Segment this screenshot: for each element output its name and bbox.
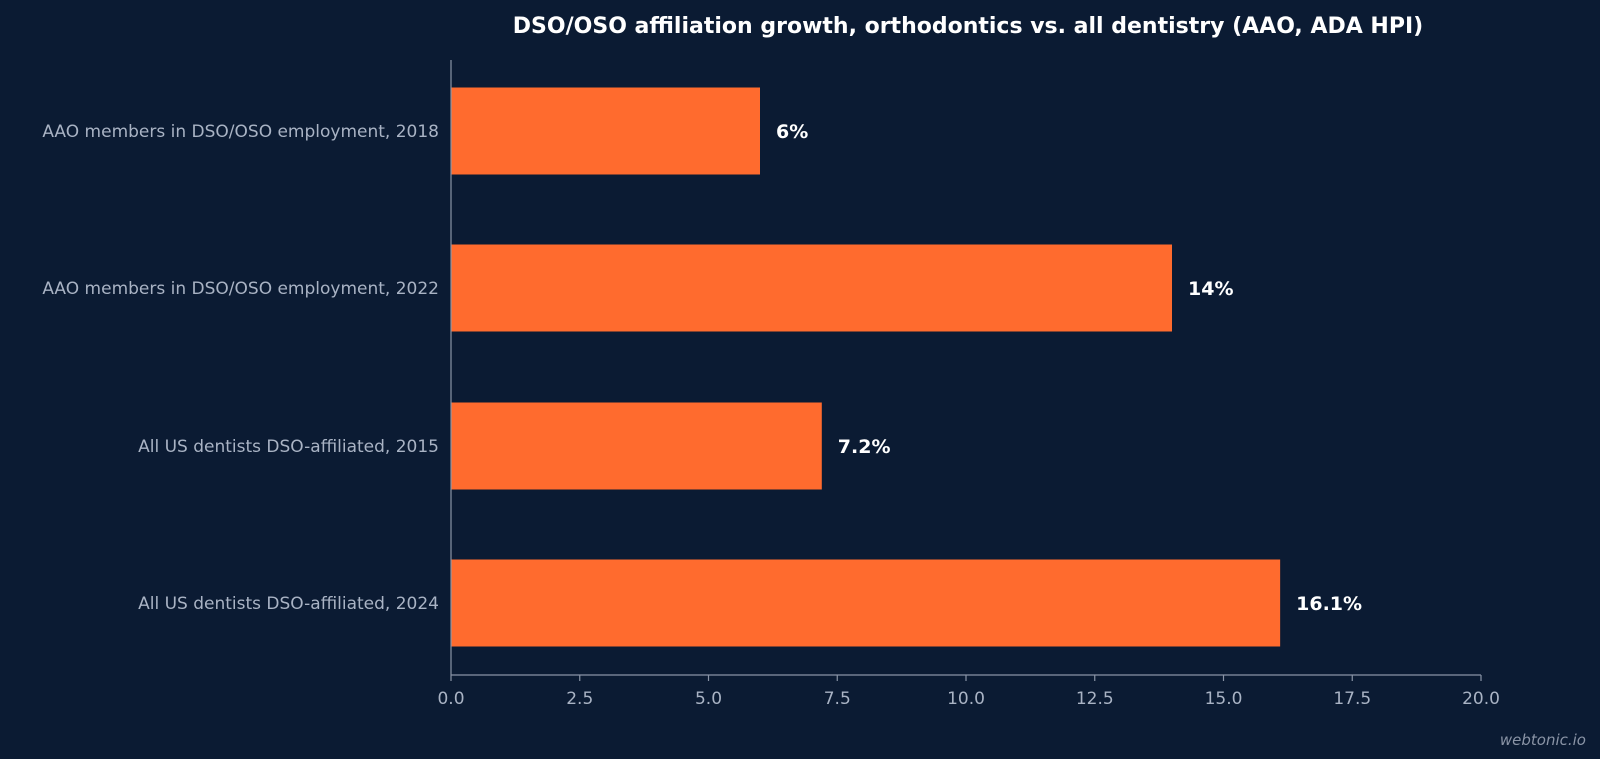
bar-3 bbox=[451, 402, 822, 490]
chart-title: DSO/OSO affiliation growth, orthodontics… bbox=[513, 14, 1423, 39]
x-tick-label-5: 10.0 bbox=[947, 689, 985, 709]
value-labels: 6% 14% 7.2% 16.1% bbox=[776, 121, 1362, 615]
x-tick-label-6: 12.5 bbox=[1076, 689, 1114, 709]
category-label-4: All US dentists DSO-affiliated, 2024 bbox=[138, 594, 439, 614]
x-tick-label-9: 20.0 bbox=[1462, 689, 1500, 709]
x-tick-label-8: 17.5 bbox=[1333, 689, 1371, 709]
x-tick-label-3: 5.0 bbox=[695, 689, 722, 709]
x-tick-label-1: 0.0 bbox=[437, 689, 464, 709]
category-label-3: All US dentists DSO-affiliated, 2015 bbox=[138, 437, 439, 457]
category-label-2: AAO members in DSO/OSO employment, 2022 bbox=[42, 279, 439, 299]
bar-1 bbox=[451, 87, 760, 175]
value-label-4: 16.1% bbox=[1296, 593, 1362, 615]
x-tick-label-4: 7.5 bbox=[824, 689, 851, 709]
bar-2 bbox=[451, 244, 1172, 332]
x-axis-ticks: 0.0 2.5 5.0 7.5 10.0 12.5 15.0 17.5 20.0 bbox=[437, 675, 1500, 709]
x-tick-label-2: 2.5 bbox=[566, 689, 593, 709]
watermark: webtonic.io bbox=[1500, 731, 1586, 749]
bar-4 bbox=[451, 559, 1281, 647]
category-label-1: AAO members in DSO/OSO employment, 2018 bbox=[42, 122, 439, 142]
bars-layer bbox=[451, 87, 1281, 647]
value-label-2: 14% bbox=[1188, 278, 1233, 300]
x-tick-label-7: 15.0 bbox=[1205, 689, 1243, 709]
category-labels: AAO members in DSO/OSO employment, 2018 A… bbox=[42, 122, 439, 614]
value-label-1: 6% bbox=[776, 121, 808, 143]
value-label-3: 7.2% bbox=[838, 436, 891, 458]
